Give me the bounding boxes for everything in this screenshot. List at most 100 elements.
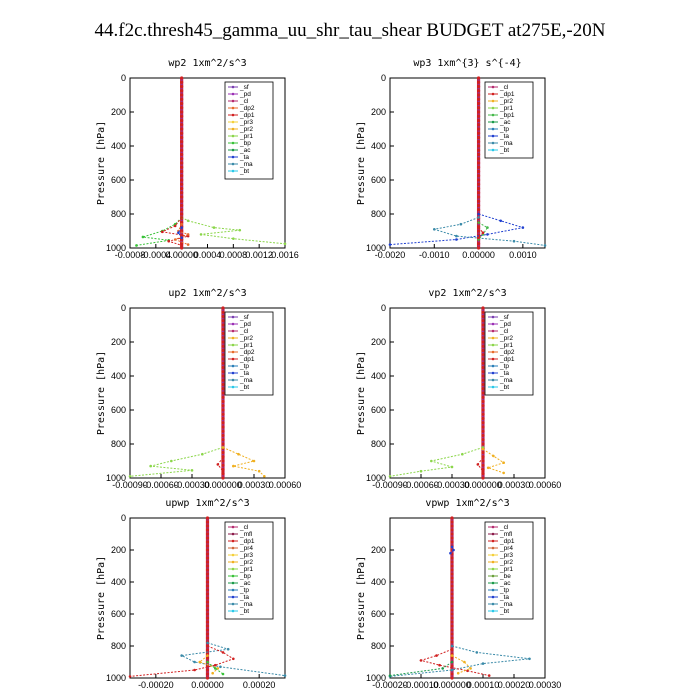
data-point [450,545,454,549]
data-point [388,475,392,478]
profile-marker [180,106,184,110]
data-point [128,475,132,478]
y-tick-label: 400 [111,371,126,381]
y-axis-label: Pressure [hPa] [356,121,367,205]
data-point [135,244,138,247]
profile-marker [450,560,454,564]
legend-marker [231,532,235,536]
data-point [226,647,230,651]
legend-marker [231,385,235,389]
data-point [238,228,242,232]
y-tick-label: 800 [371,209,386,219]
legend-label: _cl [499,524,509,531]
data-point [180,222,183,226]
profile-marker [481,438,485,442]
profile-marker [180,89,184,93]
profile-marker [205,672,210,676]
y-tick-label: 600 [111,175,126,185]
profile-marker [476,110,481,114]
profile-marker [481,336,485,340]
chart-upwp: upwp 1xm^2/s^3 0 200 400 600 800 1000 -0.00020 0… [96,498,287,690]
profile-marker [221,331,225,336]
profile-marker [180,80,184,84]
profile-marker [205,648,210,652]
profile-marker [476,131,481,135]
x-tick-label: 0.000000 [204,480,242,490]
y-tick-label: 0 [381,303,386,313]
legend-marker [231,378,235,382]
chart-title: upwp 1xm^2/s^3 [165,498,249,509]
legend-label: _mfl [499,531,513,538]
legend-label: _dp1 [239,112,255,119]
legend-marker [231,525,235,529]
profile-marker [450,628,454,632]
profile-marker [205,604,210,608]
data-point [180,654,183,657]
x-tick-label: 0.0012 [245,250,273,260]
legend-marker [231,588,235,592]
data-point [492,454,495,458]
data-point [211,671,214,675]
legend-label: _ta [239,154,249,161]
profile-marker [476,144,481,148]
profile-marker [450,664,454,668]
profile-marker [476,148,481,152]
y-axis-label: Pressure [hPa] [356,351,367,435]
profile-marker [481,348,485,353]
legend-marker [231,127,235,131]
legend-label: _pd [239,321,251,328]
legend-label: _ma [499,140,513,147]
profile-marker [476,97,481,101]
profile-marker [481,391,485,395]
data-point [283,242,287,246]
profile-marker [180,157,184,161]
data-point [186,233,190,236]
profile-marker [180,76,184,80]
y-tick-label: 800 [111,209,126,219]
data-point [486,466,490,470]
profile-marker [481,319,485,323]
legend-label: _bt [239,168,249,175]
profile-marker [205,564,210,568]
y-tick-label: 200 [371,337,386,347]
data-point [232,237,235,240]
series-line-ta [389,213,524,246]
legend-label: _cl [239,328,249,335]
data-point [212,226,216,229]
plot-frame [389,307,546,479]
data-point [512,239,516,243]
profile-marker [476,246,481,250]
data-point [502,461,505,464]
profile-marker [481,450,485,455]
profile-marker [221,357,225,361]
x-tick-label: -0.00020 [138,680,174,690]
data-point [199,233,203,236]
legend-marker [231,336,235,340]
profile-marker [476,89,481,93]
profile-marker [180,186,184,191]
profile-marker [221,353,225,357]
legend-marker [231,371,235,375]
profile-marker [205,576,210,580]
profile-marker [481,378,485,382]
profile-marker [221,310,225,314]
legend-label: _ta [499,594,509,601]
profile-marker [481,416,485,421]
profile-marker [205,624,210,628]
profile-marker [450,520,454,524]
legend-marker [491,560,495,564]
x-tick-label: -0.0008 [115,250,146,260]
profile-marker [221,319,225,323]
legend-label: _bp1 [499,112,515,119]
legend-marker [491,588,495,592]
panel-up2: up2 1xm^2/s^3 0 200 400 600 800 1000 -0.00090 -0… [95,280,355,500]
profile-marker [481,425,485,429]
legend-marker [231,609,235,613]
legend-marker [231,539,235,543]
profile-marker [481,314,485,319]
profile-marker [205,544,210,548]
x-tick-label: 0.0016 [271,250,299,260]
legend-marker [491,546,495,550]
data-point [180,226,183,229]
profile-marker [221,412,225,416]
